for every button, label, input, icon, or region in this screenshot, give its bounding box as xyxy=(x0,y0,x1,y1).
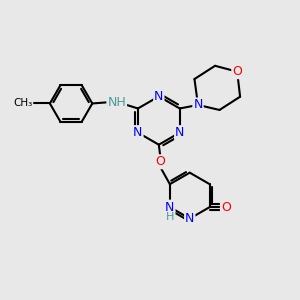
Text: CH₃: CH₃ xyxy=(13,98,32,109)
Text: NH: NH xyxy=(107,95,126,109)
Text: N: N xyxy=(175,126,184,139)
Text: N: N xyxy=(185,212,194,225)
Text: H: H xyxy=(166,212,174,222)
Text: O: O xyxy=(155,155,165,168)
Text: N: N xyxy=(165,201,175,214)
Text: O: O xyxy=(232,65,242,78)
Text: N: N xyxy=(193,98,203,111)
Text: O: O xyxy=(221,201,231,214)
Text: N: N xyxy=(133,126,142,139)
Text: N: N xyxy=(154,90,164,103)
